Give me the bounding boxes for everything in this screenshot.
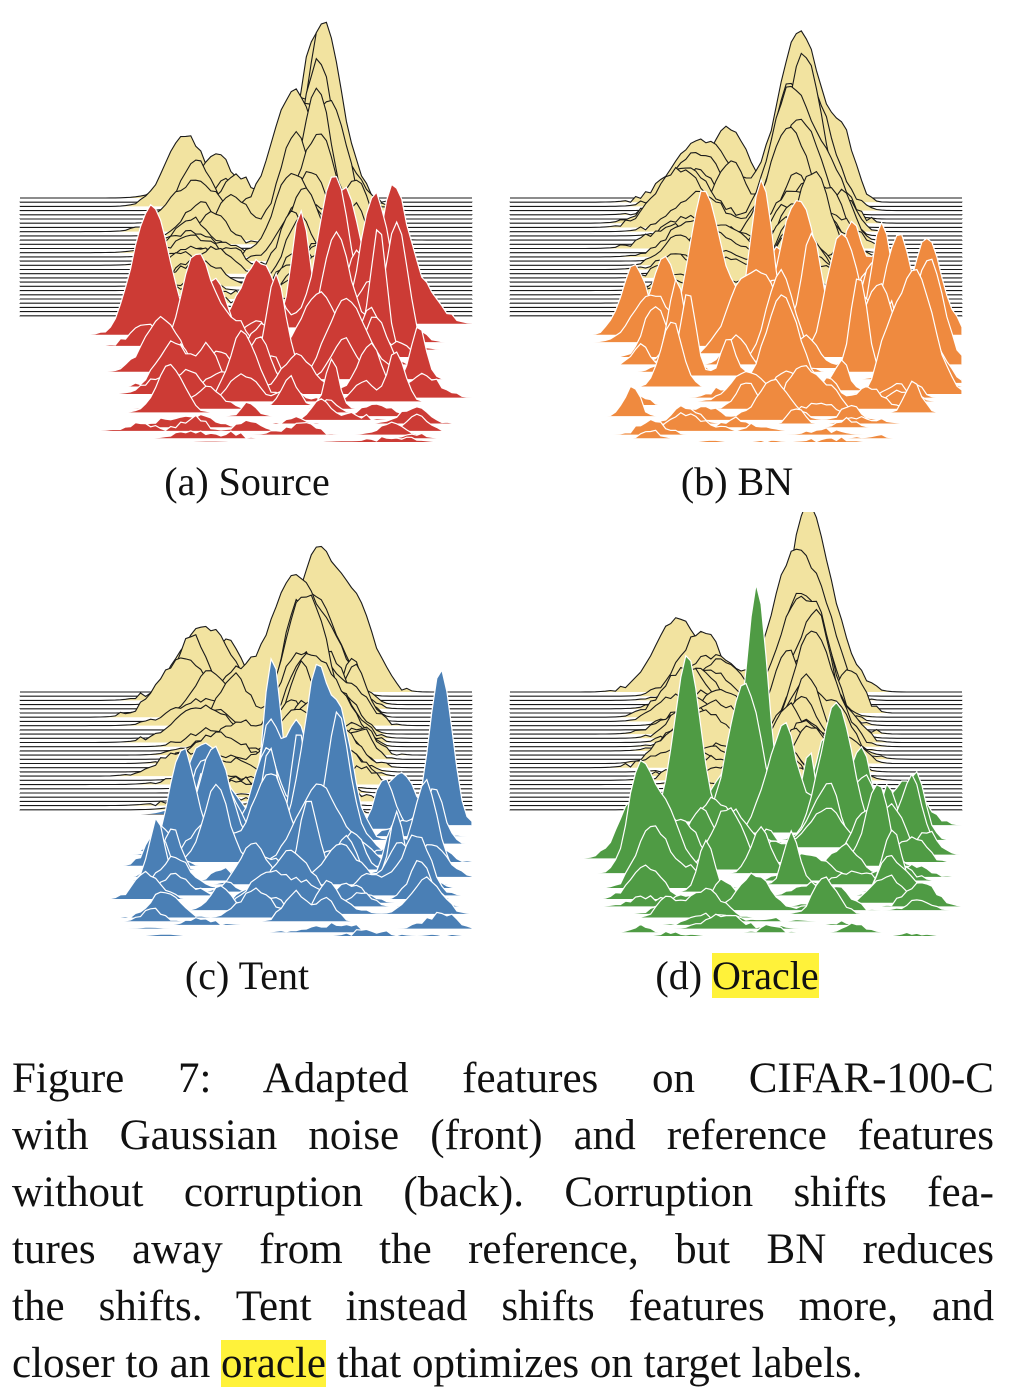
caption-line: Figure 7: Adapted features on CIFAR-100-… [12, 1055, 994, 1102]
subcaption-name: Tent [238, 953, 310, 998]
reference-ridge [509, 85, 963, 224]
subcaption-source: (a) Source [12, 458, 482, 506]
adapted-ridge [20, 928, 473, 937]
adapted-ridge [19, 733, 473, 830]
ridgeline-plot-tent [19, 545, 473, 937]
panel-bn: (b) BN [502, 18, 972, 504]
subcaption-label: (a) [164, 459, 209, 504]
caption-line: without corruption (back). Corruption sh… [12, 1169, 994, 1216]
adapted-ridge [509, 429, 963, 439]
caption-line: with Gaussian noise (front) and referenc… [12, 1112, 994, 1159]
reference-ridge [509, 108, 963, 220]
adapted-ridge [19, 887, 473, 919]
subcaption-name: BN [737, 459, 794, 504]
figure-caption: Figure 7: Adapted features on CIFAR-100-… [12, 1050, 994, 1392]
reference-ridge [20, 31, 472, 199]
adapted-ridge [509, 370, 963, 402]
subcaption-label: (d) [655, 953, 703, 998]
adapted-ridge [20, 435, 472, 443]
reference-ridge [19, 21, 473, 203]
adapted-ridge [19, 351, 473, 402]
ridgeline-plot-oracle [509, 512, 963, 937]
adapted-ridge [509, 376, 963, 410]
adapted-ridge [509, 416, 963, 428]
reference-ridge [19, 708, 473, 773]
adapted-ridge [19, 220, 473, 351]
caption-line: the shifts. Tent instead shifts features… [12, 1283, 994, 1330]
subcaption-tent: (c) Tent [12, 952, 482, 1000]
adapted-ridge [509, 913, 963, 930]
subcaption-label: (c) [184, 953, 230, 998]
adapted-ridge [510, 930, 962, 937]
adapted-ridge [509, 411, 963, 432]
adapted-ridge [509, 922, 963, 933]
reference-ridge [19, 574, 473, 710]
adapted-ridge [19, 911, 473, 930]
panel-oracle: (d) Oracle [502, 512, 972, 998]
caption-text: closer to an [12, 1340, 221, 1387]
adapted-ridge [19, 841, 473, 885]
adapted-ridge [509, 418, 963, 436]
panel-source: (a) Source [12, 18, 482, 504]
subcaption-name-highlighted: Oracle [712, 953, 819, 998]
ridgeline-plot-bn [509, 30, 963, 443]
adapted-ridge [509, 378, 963, 421]
caption-text: that optimizes on target labels. [325, 1340, 863, 1387]
adapted-ridge [19, 430, 473, 439]
reference-ridge [509, 592, 963, 710]
reference-ridge [510, 512, 962, 693]
subcaption-oracle: (d) Oracle [502, 952, 972, 1000]
caption-line: closer to an oracle that optimizes on ta… [12, 1335, 994, 1392]
adapted-ridge [509, 887, 963, 919]
subcaption-label: (b) [680, 459, 728, 504]
panel-tent: (c) Tent [12, 512, 482, 998]
adapted-ridge [510, 436, 962, 443]
ridgeline-plot-source [19, 21, 473, 443]
subcaption-name: Source [218, 459, 330, 504]
adapted-ridge [509, 364, 963, 413]
adapted-ridge [19, 421, 473, 436]
subcaption-bn: (b) BN [502, 458, 972, 506]
reference-ridge [509, 604, 963, 706]
caption-line: tures away from the reference, but BN re… [12, 1226, 994, 1273]
adapted-ridge [509, 872, 963, 911]
adapted-ridge [19, 889, 473, 922]
adapted-ridge [19, 916, 473, 926]
reference-ridge [19, 594, 473, 731]
caption-highlight-oracle: oracle [220, 1340, 326, 1387]
